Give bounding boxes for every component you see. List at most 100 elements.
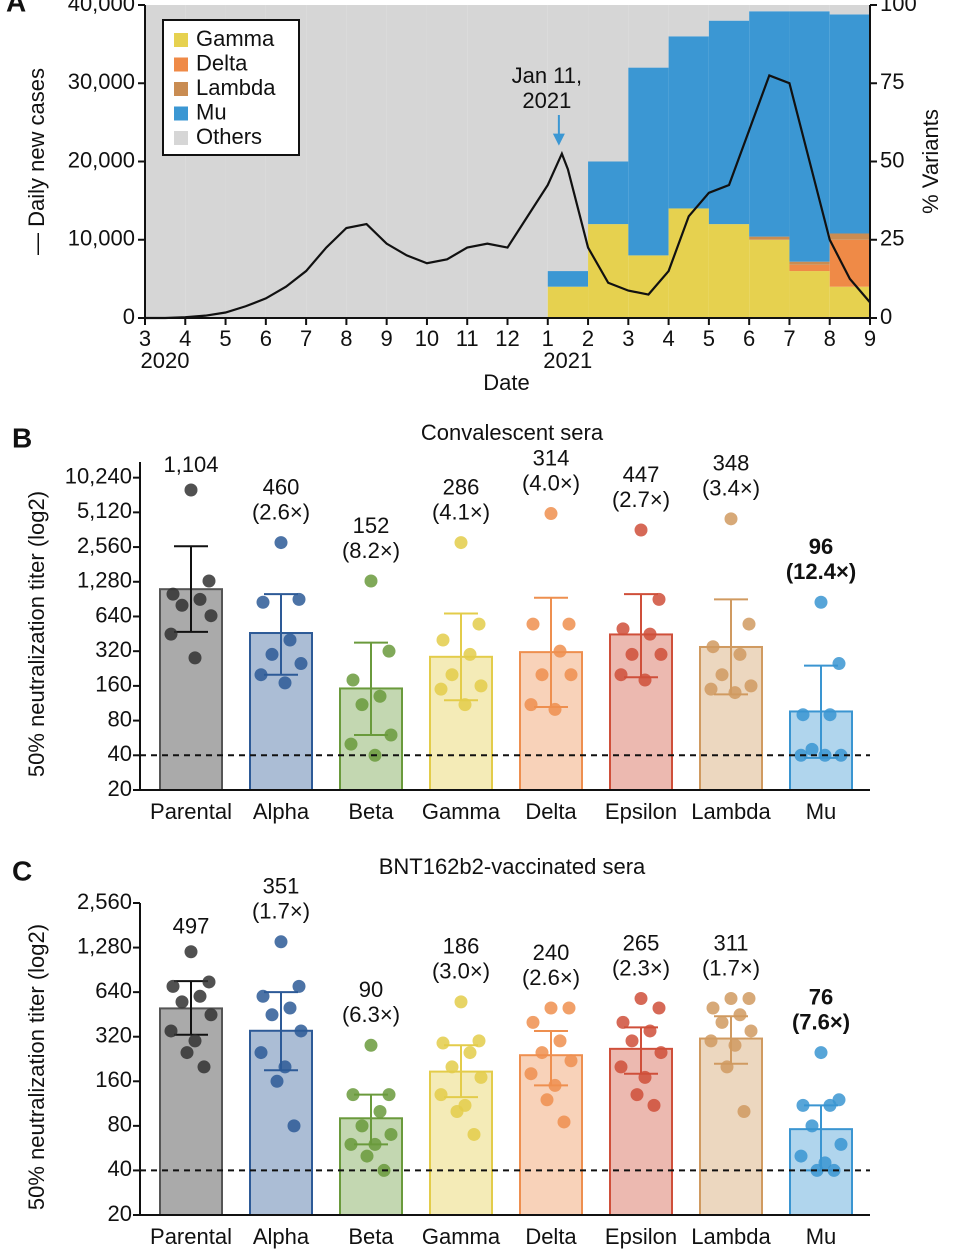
variant-bar — [749, 239, 790, 318]
data-point — [382, 644, 396, 658]
variant-bar — [588, 5, 629, 162]
data-point — [472, 1034, 486, 1048]
fold-label: (1.7×) — [252, 899, 310, 924]
variant-bar — [708, 20, 750, 225]
data-point — [737, 1105, 751, 1119]
data-point — [434, 682, 448, 696]
data-point — [254, 668, 268, 682]
fold-label: (4.1×) — [432, 499, 490, 524]
fold-label: (12.4×) — [786, 559, 856, 584]
data-point — [184, 945, 198, 959]
data-point — [526, 617, 540, 631]
x-tick-label: Parental — [150, 799, 232, 824]
fold-label: (6.3×) — [342, 1002, 400, 1027]
y-tick-label: 640 — [95, 602, 132, 627]
data-point — [724, 991, 738, 1005]
data-point — [526, 1015, 540, 1029]
data-point — [164, 627, 178, 641]
y2-tick-label: 75 — [880, 69, 904, 94]
variant-bar — [789, 11, 830, 262]
data-point — [373, 1105, 387, 1119]
data-point — [548, 702, 562, 716]
data-point — [294, 1024, 308, 1038]
legend-label: Delta — [196, 50, 248, 75]
data-point — [175, 995, 189, 1009]
variant-bar — [789, 5, 830, 12]
data-point — [814, 1046, 828, 1060]
data-point — [344, 1137, 358, 1151]
data-point — [204, 1008, 218, 1022]
data-point — [384, 728, 398, 742]
data-point — [283, 633, 297, 647]
data-point — [524, 1067, 538, 1081]
value-label: 265 — [623, 930, 660, 955]
y-tick-label: 5,120 — [77, 498, 132, 523]
data-point — [564, 1054, 578, 1068]
x-tick-label: 6 — [260, 326, 272, 351]
fold-label: (2.6×) — [522, 965, 580, 990]
data-point — [346, 673, 360, 687]
data-point — [265, 1008, 279, 1022]
data-point — [553, 1034, 567, 1048]
value-label: 1,104 — [163, 452, 218, 477]
data-point — [274, 536, 288, 550]
data-point — [834, 1137, 848, 1151]
x-tick-label: Mu — [806, 799, 837, 824]
data-point — [638, 673, 652, 687]
chart-title: Convalescent sera — [421, 420, 604, 445]
x-tick-label: Mu — [806, 1224, 837, 1249]
value-label: 90 — [359, 977, 383, 1002]
variant-bar — [426, 5, 468, 318]
x-tick-label: 8 — [340, 326, 352, 351]
variant-bar — [628, 5, 669, 68]
variant-bar — [749, 5, 790, 12]
x-tick-label: 3 — [139, 326, 151, 351]
data-point — [436, 1036, 450, 1050]
data-point — [823, 708, 837, 722]
y-axis-label: 50% neutralization titer (log2) — [24, 491, 49, 777]
value-label: 314 — [533, 445, 570, 470]
variant-bar — [346, 5, 387, 318]
data-point — [742, 617, 756, 631]
x-tick-label: 7 — [783, 326, 795, 351]
variant-bar — [507, 5, 548, 318]
variant-bar — [588, 224, 629, 318]
x-tick-label: Gamma — [422, 1224, 501, 1249]
data-point — [742, 991, 756, 1005]
variant-bar — [306, 5, 347, 318]
legend-swatch — [174, 33, 188, 47]
data-point — [540, 1093, 554, 1107]
x-tick-label: Alpha — [253, 1224, 310, 1249]
x-tick-label: Delta — [525, 799, 577, 824]
data-point — [796, 708, 810, 722]
y-tick-label: 1,280 — [77, 933, 132, 958]
legend-swatch — [174, 131, 188, 145]
data-point — [193, 592, 207, 606]
data-point — [364, 1038, 378, 1052]
data-point — [796, 1098, 810, 1112]
panel-label: A — [6, 0, 26, 17]
data-point — [445, 668, 459, 682]
y-tick-label: 30,000 — [68, 69, 135, 94]
data-point — [204, 609, 218, 623]
y-tick-label: 0 — [123, 304, 135, 329]
data-point — [445, 1060, 459, 1074]
data-point — [832, 657, 846, 671]
data-point — [474, 679, 488, 693]
data-point — [616, 1015, 630, 1029]
data-point — [292, 592, 306, 606]
data-point — [364, 574, 378, 588]
data-point — [654, 1046, 668, 1060]
y2-tick-label: 25 — [880, 226, 904, 251]
data-point — [384, 1127, 398, 1141]
fold-label: (8.2×) — [342, 538, 400, 563]
x-tick-label: 4 — [179, 326, 191, 351]
variant-bar — [789, 271, 830, 318]
year-label: 2021 — [543, 348, 592, 373]
data-point — [256, 989, 270, 1003]
data-point — [368, 1137, 382, 1151]
value-label: 497 — [173, 914, 210, 939]
data-point — [294, 657, 308, 671]
data-point — [744, 1024, 758, 1038]
y-tick-label: 2,560 — [77, 889, 132, 914]
